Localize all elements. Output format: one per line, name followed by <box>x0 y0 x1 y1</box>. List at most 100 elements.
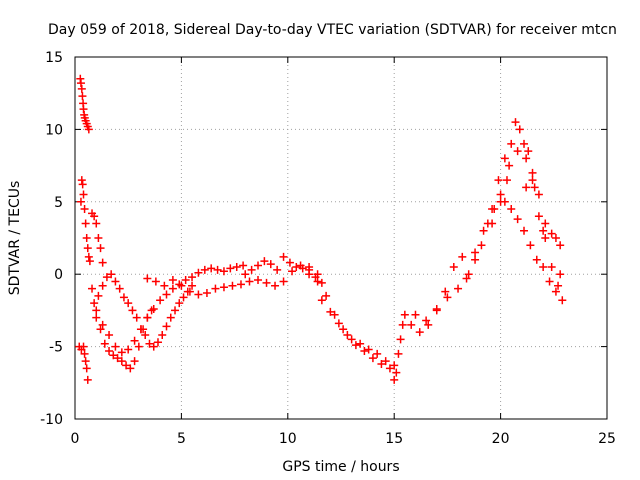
x-tick-label: 25 <box>598 431 616 447</box>
data-point <box>424 320 433 329</box>
data-point <box>168 275 177 284</box>
data-point <box>84 252 93 261</box>
x-axis: 0 5 10 15 20 25 <box>71 57 616 447</box>
data-point <box>194 290 203 299</box>
data-point <box>126 364 135 373</box>
data-point <box>530 183 539 192</box>
data-point <box>385 364 394 373</box>
data-point <box>107 270 116 279</box>
series-start-burst-B <box>76 176 107 267</box>
data-point <box>79 190 88 199</box>
data-point <box>528 176 537 185</box>
data-point <box>520 226 529 235</box>
data-point <box>96 325 105 334</box>
data-point <box>84 125 93 134</box>
data-point <box>288 267 297 276</box>
data-point <box>81 219 90 228</box>
data-point <box>515 125 524 134</box>
data-point <box>441 287 450 296</box>
data-point <box>239 261 248 270</box>
data-point <box>171 306 180 315</box>
data-point <box>488 219 497 228</box>
data-point <box>219 283 228 292</box>
data-point <box>78 92 87 101</box>
data-point <box>522 154 531 163</box>
data-point <box>124 345 133 354</box>
data-point <box>392 368 401 377</box>
data-point <box>130 336 139 345</box>
data-point <box>556 270 565 279</box>
data-point <box>88 284 97 293</box>
data-point <box>311 273 320 282</box>
data-point <box>266 260 275 269</box>
series-night-peak <box>488 118 567 305</box>
data-point <box>505 161 514 170</box>
data-point <box>273 265 282 274</box>
data-point <box>279 252 288 261</box>
data-point <box>524 147 533 156</box>
data-point <box>113 354 122 363</box>
data-point <box>122 361 131 370</box>
data-point <box>471 248 480 257</box>
data-point <box>317 296 326 305</box>
data-point <box>449 262 458 271</box>
data-point <box>226 264 235 273</box>
data-point <box>143 274 152 283</box>
data-point <box>368 354 377 363</box>
data-point <box>105 331 114 340</box>
data-point <box>260 257 269 266</box>
data-point <box>479 226 488 235</box>
data-point <box>554 281 563 290</box>
data-point <box>117 357 126 366</box>
data-point <box>98 320 107 329</box>
data-point <box>149 342 158 351</box>
data-point <box>213 265 222 274</box>
data-point <box>551 287 560 296</box>
data-point <box>373 349 382 358</box>
data-point <box>462 274 471 283</box>
data-point <box>528 168 537 177</box>
data-point <box>339 325 348 334</box>
data-point <box>241 270 250 279</box>
data-point <box>502 176 511 185</box>
data-point <box>415 328 424 337</box>
data-point <box>76 197 85 206</box>
data-point <box>513 147 522 156</box>
data-point <box>400 310 409 319</box>
data-point <box>545 277 554 286</box>
data-point <box>143 313 152 322</box>
data-point <box>464 270 473 279</box>
data-point <box>471 255 480 264</box>
x-tick-label: 0 <box>71 431 80 447</box>
data-point <box>90 299 99 308</box>
data-point <box>541 234 550 242</box>
x-axis-label: GPS time / hours <box>282 459 399 475</box>
data-point <box>96 244 105 253</box>
data-point <box>411 310 420 319</box>
data-point <box>181 275 190 284</box>
series-night-lower <box>500 197 565 296</box>
data-point <box>458 252 467 261</box>
data-point <box>151 277 160 286</box>
data-point <box>356 339 365 348</box>
data-point <box>130 357 139 366</box>
data-point <box>94 234 103 242</box>
data-point <box>351 341 360 350</box>
data-point <box>168 284 177 293</box>
data-point <box>245 277 254 286</box>
data-point <box>534 212 543 221</box>
data-point <box>298 264 307 273</box>
data-point <box>175 299 184 308</box>
data-point <box>162 290 171 299</box>
series-night-tail <box>522 168 565 250</box>
data-point <box>82 364 91 373</box>
data-point <box>80 349 89 358</box>
data-point <box>211 284 220 293</box>
grid-lines <box>75 57 607 419</box>
data-point <box>526 241 535 250</box>
series-midday <box>143 261 322 299</box>
data-point <box>477 241 486 250</box>
data-point <box>83 375 92 384</box>
data-point <box>398 320 407 329</box>
data-point <box>407 320 416 329</box>
